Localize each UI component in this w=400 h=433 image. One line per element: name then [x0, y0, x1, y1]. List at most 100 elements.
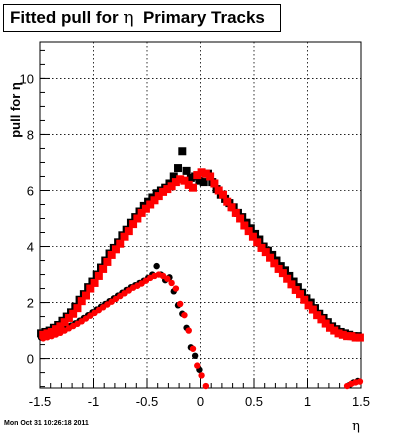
data-point-circle-red	[198, 372, 205, 379]
data-point-square-red	[39, 330, 48, 339]
data-point-square-red	[176, 175, 185, 184]
x-tick-label: 1.5	[352, 394, 370, 409]
data-point-square-black	[178, 147, 187, 156]
data-point-square-red	[171, 178, 180, 187]
data-point-square-red	[283, 274, 292, 283]
data-point-square-red	[111, 245, 120, 254]
chart-title-eta-symbol: η	[123, 8, 134, 28]
y-tick-label: 0	[27, 352, 34, 367]
data-point-square-red	[266, 253, 275, 262]
data-point-square-red	[253, 238, 262, 247]
data-point-square-red	[56, 322, 65, 331]
x-tick-label: -1	[88, 394, 100, 409]
data-point-square-red	[77, 297, 86, 306]
data-point-square-red	[64, 313, 73, 322]
data-point-square-red	[163, 185, 172, 194]
data-point-square-red	[137, 208, 146, 217]
data-point-square-red	[304, 301, 313, 310]
data-point-square-red	[227, 203, 236, 212]
y-axis-label: pull for η	[8, 82, 23, 138]
data-point-square-red	[201, 169, 210, 178]
x-tick-label: -0.5	[136, 394, 158, 409]
x-tick-label: 1	[304, 394, 311, 409]
data-point-circle-red	[164, 275, 171, 282]
data-point-square-red	[321, 319, 330, 328]
data-point-square-black	[174, 164, 183, 173]
data-point-circle-red	[185, 327, 192, 334]
data-point-square-black	[169, 172, 178, 181]
data-point-square-red	[317, 315, 326, 324]
data-point-square-red	[278, 269, 287, 278]
data-point-square-red	[141, 204, 150, 213]
data-point-circle-red	[181, 311, 188, 319]
data-point-square-red	[107, 250, 116, 259]
y-tick-label: 4	[27, 240, 34, 255]
data-point-square-red	[94, 271, 103, 280]
chart-title-suffix: Primary Tracks	[133, 8, 265, 27]
data-point-square-black	[195, 176, 204, 185]
data-point-square-red	[133, 214, 142, 223]
data-point-square-red	[103, 257, 112, 266]
x-tick-label: -1.5	[29, 394, 51, 409]
y-tick-label: 8	[27, 127, 34, 142]
data-point-square-red	[86, 284, 95, 293]
data-point-circle-red	[194, 362, 201, 369]
data-point-square-red	[330, 326, 339, 335]
data-point-circle-red	[168, 279, 175, 287]
data-point-circle-red	[202, 382, 210, 390]
data-point-square-red	[248, 232, 257, 241]
data-point-square-red	[69, 309, 78, 318]
data-point-square-red	[334, 329, 343, 338]
y-tick-label: 2	[27, 296, 34, 311]
data-point-square-red	[223, 197, 232, 206]
data-point-square-red	[338, 330, 347, 339]
data-point-square-red	[60, 318, 69, 327]
data-point-square-red	[52, 325, 61, 334]
data-point-square-red	[47, 327, 56, 336]
data-point-square-red	[270, 259, 279, 268]
axis-ticks	[39, 49, 362, 388]
data-point-square-black	[182, 166, 191, 175]
data-point-circle-black	[153, 262, 160, 270]
chart-title-box: Fitted pull for η Primary Tracks	[3, 4, 281, 32]
data-point-square-red	[99, 264, 108, 273]
data-point-square-red	[124, 227, 133, 236]
data-point-square-red	[244, 227, 253, 236]
data-point-square-red	[116, 239, 125, 248]
y-tick-label: 10	[20, 71, 34, 86]
data-point-square-red	[343, 332, 352, 341]
x-tick-labels: -1.5 -1 -0.5 0 0.5 1 1.5	[29, 394, 370, 409]
data-point-square-red	[90, 278, 99, 287]
data-point-square-red	[154, 192, 163, 201]
data-point-square-red	[184, 180, 193, 189]
data-point-square-red	[120, 232, 129, 241]
data-points	[37, 147, 364, 390]
data-point-circle-red	[172, 285, 180, 292]
x-tick-label: 0	[197, 394, 204, 409]
data-point-square-red	[150, 196, 159, 205]
data-point-square-red	[287, 280, 296, 289]
data-point-square-red	[214, 186, 223, 195]
data-point-square-red	[355, 333, 364, 342]
data-point-square-red	[261, 248, 270, 257]
x-axis-label: η	[352, 419, 360, 433]
data-point-square-red	[347, 332, 356, 341]
y-tick-labels: 0 2 4 6 8 10	[20, 71, 34, 366]
data-point-square-red	[325, 323, 334, 332]
data-point-square-red	[218, 190, 227, 199]
y-tick-label: 6	[27, 183, 34, 198]
data-point-square-red	[193, 171, 202, 180]
data-point-circle-red	[176, 300, 184, 308]
data-point-square-red	[231, 208, 240, 217]
data-point-square-red	[146, 200, 155, 209]
data-point-square-black	[186, 173, 195, 182]
data-point-square-red	[240, 221, 249, 230]
date-stamp: Mon Oct 31 10:26:18 2011	[4, 420, 89, 427]
data-point-square-red	[180, 176, 189, 185]
data-point-circle-red	[356, 378, 364, 385]
data-point-square-red	[274, 264, 283, 273]
data-point-square-red	[129, 220, 138, 229]
data-point-square-red	[308, 305, 317, 314]
data-point-square-red	[236, 214, 245, 223]
data-point-square-red	[291, 285, 300, 294]
